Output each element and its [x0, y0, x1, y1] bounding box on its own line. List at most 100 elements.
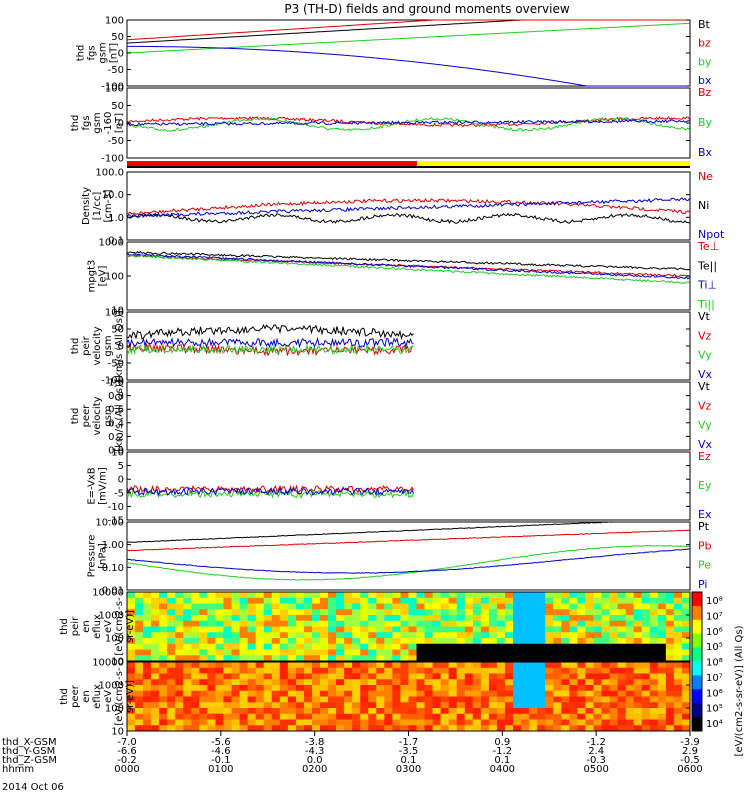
- heatmap-cell: [408, 626, 418, 633]
- heatmap-cell: [432, 603, 442, 610]
- heatmap-cell: [561, 673, 570, 680]
- heatmap-cell: [440, 643, 450, 650]
- heatmap-cell: [625, 626, 635, 633]
- x-tick-label: -4.3: [305, 746, 325, 757]
- y-tick-label: -5: [114, 488, 124, 499]
- heatmap-cell: [561, 713, 570, 720]
- heatmap-cell: [416, 725, 426, 732]
- heatmap-cell: [392, 685, 401, 692]
- heatmap-cell: [191, 690, 200, 697]
- heatmap-cell: [553, 690, 562, 697]
- heatmap-cell: [167, 597, 176, 604]
- heatmap-cell: [448, 696, 458, 703]
- heatmap-cell: [521, 655, 530, 662]
- heatmap-cell: [368, 597, 377, 604]
- heatmap-cell: [223, 708, 233, 715]
- heatmap-cell: [416, 713, 426, 720]
- heatmap-cell: [448, 632, 458, 639]
- heatmap-cell: [207, 638, 216, 645]
- heatmap-cell: [352, 719, 361, 726]
- heatmap-cell: [328, 696, 337, 703]
- heatmap-cell: [488, 597, 498, 604]
- heatmap-cell: [344, 597, 353, 604]
- heatmap-cell: [496, 708, 506, 715]
- colorbar-tick: 10⁵: [706, 642, 723, 653]
- heatmap-cell: [657, 592, 667, 599]
- heatmap-cell: [569, 655, 578, 662]
- heatmap-cell: [537, 708, 546, 715]
- heatmap-cell: [641, 649, 651, 656]
- heatmap-cell: [239, 662, 249, 669]
- heatmap-cell: [432, 708, 442, 715]
- heatmap-cell: [215, 615, 225, 622]
- heatmap-cell: [360, 702, 369, 709]
- y-tick-label: 1.0: [108, 213, 124, 224]
- heatmap-cell: [673, 679, 683, 686]
- heatmap-cell: [633, 702, 643, 709]
- heatmap-cell: [569, 673, 578, 680]
- heatmap-cell: [392, 638, 401, 645]
- heatmap-cell: [673, 632, 683, 639]
- heatmap-cell: [649, 649, 659, 656]
- heatmap-cell: [159, 597, 168, 604]
- x-row-label: hhmm: [2, 764, 34, 775]
- heatmap-cell: [456, 719, 466, 726]
- heatmap-cell: [424, 690, 434, 697]
- heatmap-cell: [657, 649, 667, 656]
- heatmap-cell: [569, 632, 578, 639]
- heatmap-cell: [231, 603, 241, 610]
- heatmap-cell: [279, 673, 289, 680]
- heatmap-cell: [336, 632, 345, 639]
- heatmap-cell: [456, 649, 466, 656]
- heatmap-cell: [488, 609, 498, 616]
- panel-frame: [126, 451, 691, 521]
- heatmap-cell: [400, 685, 409, 692]
- heatmap-cell: [440, 603, 450, 610]
- heatmap-cell: [472, 696, 482, 703]
- heatmap-cell: [287, 708, 297, 715]
- heatmap-cell: [577, 649, 586, 656]
- heatmap-cell: [263, 719, 273, 726]
- heatmap-cell: [432, 662, 442, 669]
- heatmap-cell: [496, 667, 506, 674]
- heatmap-cell: [303, 638, 313, 645]
- heatmap-cell: [247, 592, 257, 599]
- heatmap-cell: [545, 690, 554, 697]
- heatmap-cell: [159, 620, 168, 627]
- series-line-pb: [126, 529, 690, 552]
- heatmap-cell: [505, 638, 514, 645]
- heatmap-cell: [215, 696, 225, 703]
- heatmap-cell: [448, 662, 458, 669]
- heatmap-cell: [649, 685, 659, 692]
- heatmap-cell: [569, 685, 578, 692]
- heatmap-cell: [521, 649, 530, 656]
- heatmap-cell: [553, 655, 562, 662]
- heatmap-cell: [480, 643, 490, 650]
- heatmap-cell: [488, 685, 498, 692]
- heatmap-cell: [505, 708, 514, 715]
- heatmap-cell: [617, 632, 627, 639]
- heatmap-cell: [199, 702, 208, 709]
- heatmap-cell: [633, 673, 643, 680]
- heatmap-cell: [456, 597, 466, 604]
- heatmap-cell: [360, 685, 369, 692]
- x-tick-label: 0500: [583, 764, 608, 775]
- heatmap-cell: [368, 696, 377, 703]
- heatmap-cell: [151, 592, 160, 599]
- heatmap-cell: [183, 632, 192, 639]
- y-axis-label: [eV/(cm2-s-: [114, 667, 125, 726]
- heatmap-cell: [263, 632, 273, 639]
- legend-label-te: Te⊥: [697, 240, 719, 253]
- heatmap-cell: [376, 690, 385, 697]
- heatmap-cell: [641, 690, 651, 697]
- heatmap-cell: [271, 719, 281, 726]
- series-line-vx: [126, 336, 414, 349]
- heatmap-cell: [464, 696, 474, 703]
- heatmap-cell: [601, 696, 611, 703]
- heatmap-cell: [673, 725, 683, 732]
- heatmap-cell: [529, 655, 538, 662]
- heatmap-cell: [577, 632, 586, 639]
- heatmap-cell: [521, 719, 530, 726]
- heatmap-cell: [336, 662, 345, 669]
- x-tick-label: -3.9: [680, 737, 700, 748]
